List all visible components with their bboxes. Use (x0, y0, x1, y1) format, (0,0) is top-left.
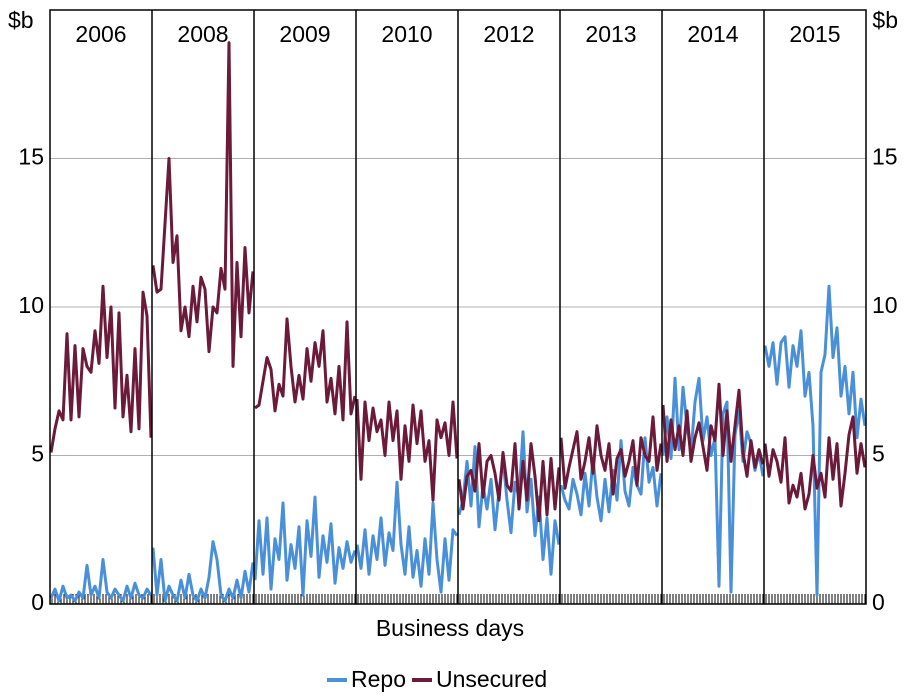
y-tick-label: 10 (18, 292, 44, 318)
series-line (763, 415, 867, 511)
y-unit-left: $b (8, 7, 34, 33)
series-line (254, 317, 357, 422)
panel-title: 2009 (279, 21, 330, 47)
series-line (457, 430, 561, 576)
series-line (355, 399, 459, 502)
series-line (355, 480, 459, 594)
x-axis-label: Business days (376, 615, 524, 641)
series-line (49, 284, 153, 453)
series-line (253, 495, 357, 597)
panel-title: 2012 (483, 21, 534, 47)
series-line (49, 558, 153, 603)
panel-title: 2006 (75, 21, 126, 47)
series-line (763, 284, 867, 597)
y-tick-label: 0 (31, 589, 44, 615)
series-line (151, 41, 255, 368)
series-line (151, 540, 255, 603)
panel-title: 2010 (381, 21, 432, 47)
y2-tick-label: 10 (872, 292, 898, 318)
y2-tick-label: 0 (872, 589, 885, 615)
panel-title: 2013 (585, 21, 636, 47)
panel-title: 2015 (789, 21, 840, 47)
legend-label: Repo (351, 666, 406, 692)
y2-tick-label: 5 (872, 441, 885, 467)
legend-label: Unsecured (436, 666, 547, 692)
y-tick-label: 15 (18, 144, 44, 170)
panel-title: 2014 (687, 21, 738, 47)
plot-frame (49, 9, 867, 605)
y2-tick-label: 15 (872, 144, 898, 170)
series-line (661, 382, 765, 478)
series-line (661, 376, 765, 594)
series-line (457, 442, 561, 523)
panel-title: 2008 (177, 21, 228, 47)
y-unit-right: $b (872, 7, 898, 33)
y-tick-label: 5 (31, 441, 44, 467)
series-line (559, 415, 663, 496)
